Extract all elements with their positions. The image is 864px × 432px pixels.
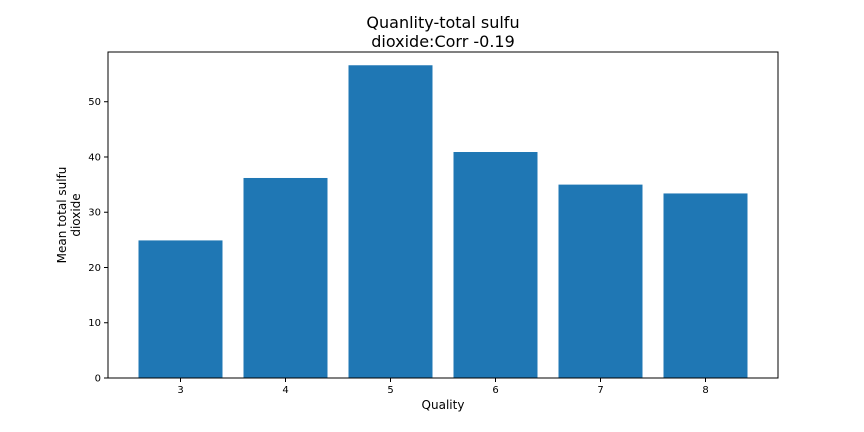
x-tick-label: 8	[702, 385, 708, 396]
y-axis-label-line-1: Mean total sulfu	[55, 167, 69, 264]
bar-quality-8	[663, 193, 748, 378]
x-tick-label: 4	[282, 385, 288, 396]
bar-series	[138, 65, 748, 378]
x-tick-label: 6	[492, 385, 498, 396]
x-axis-ticks: 3 4 5 6 7 8	[177, 378, 709, 396]
chart-title-line-2: dioxide:Corr -0.19	[371, 32, 515, 51]
bar-quality-3	[138, 240, 223, 378]
y-tick-label: 0	[95, 374, 101, 385]
y-axis-label-line-2: dioxide	[69, 193, 83, 236]
bar-quality-5	[348, 65, 433, 378]
bar-quality-4	[243, 177, 328, 378]
plot-area-frame	[107, 51, 779, 379]
y-tick-label: 20	[88, 263, 101, 274]
chart-title-line-1: Quanlity-total sulfu	[366, 13, 519, 32]
x-axis-label: Quality	[422, 398, 465, 412]
x-tick-label: 3	[177, 385, 183, 396]
bar-quality-7	[558, 184, 643, 378]
y-axis-ticks: 0 10 20 30 40 50	[88, 97, 108, 385]
y-tick-label: 10	[88, 318, 101, 329]
bar-quality-6	[453, 152, 538, 378]
y-tick-label: 40	[88, 152, 101, 163]
y-tick-label: 30	[88, 208, 101, 219]
x-tick-label: 5	[387, 385, 393, 396]
y-tick-label: 50	[88, 97, 101, 108]
x-tick-label: 7	[597, 385, 603, 396]
